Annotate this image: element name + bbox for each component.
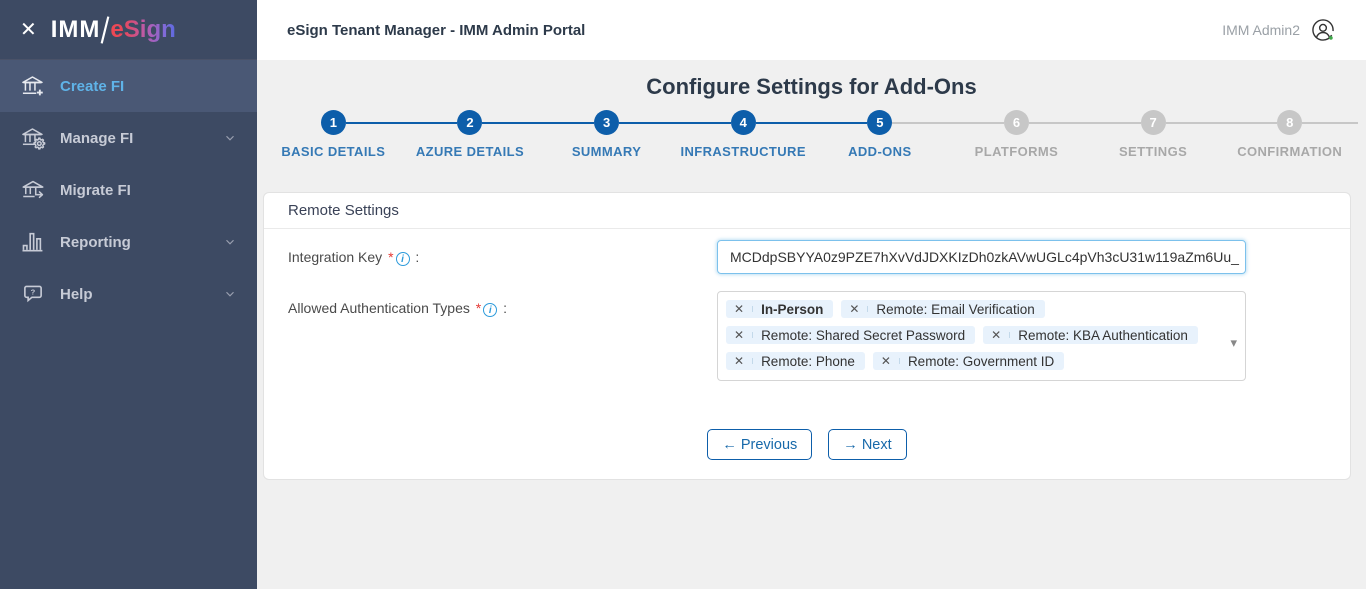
svg-text:?: ? <box>31 288 36 297</box>
